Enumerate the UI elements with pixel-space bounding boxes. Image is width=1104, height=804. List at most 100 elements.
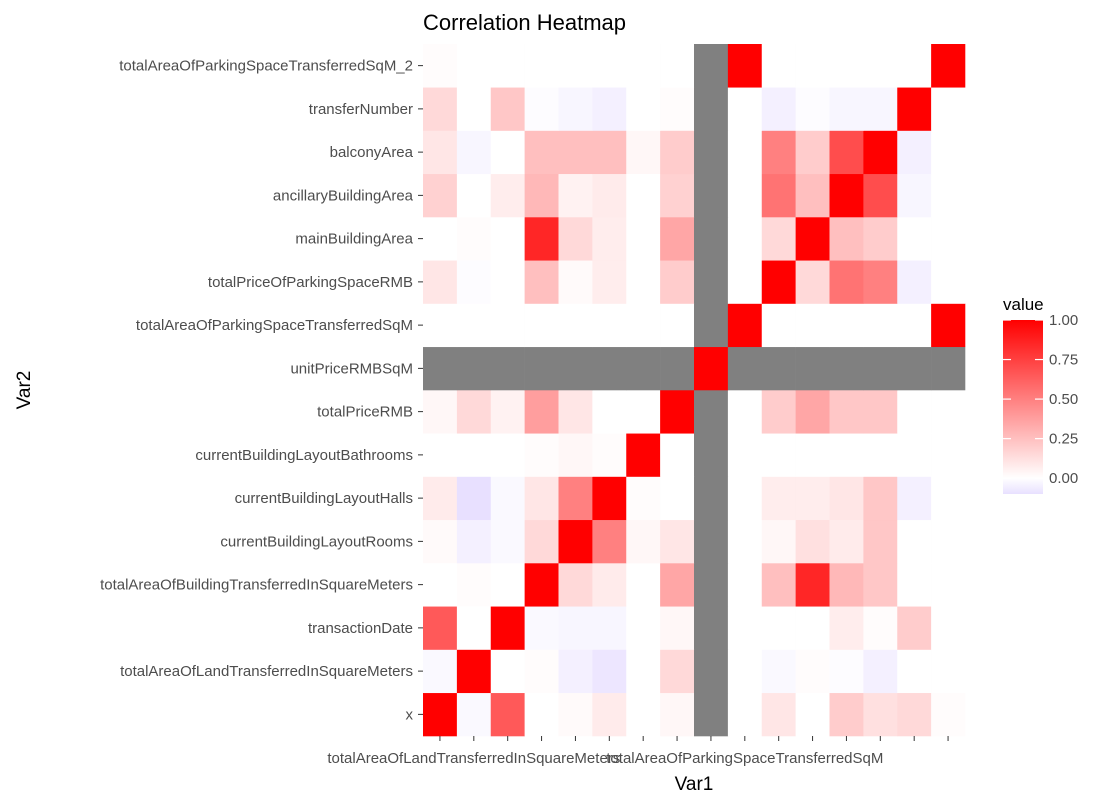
heatmap-cell	[592, 390, 627, 434]
heatmap-cell	[558, 519, 593, 564]
heatmap-cell	[795, 433, 830, 477]
y-tick-label: mainBuildingArea	[295, 231, 413, 248]
heatmap-cell	[660, 692, 695, 737]
heatmap-cell	[626, 130, 661, 175]
heatmap-cell	[456, 87, 492, 131]
heatmap-cell	[829, 692, 864, 737]
heatmap-cell	[626, 476, 661, 521]
y-tick-label: currentBuildingLayoutHalls	[235, 490, 413, 507]
heatmap-cell	[727, 692, 763, 737]
heatmap-cell	[829, 44, 864, 88]
heatmap-cell	[727, 390, 763, 434]
heatmap-cell	[897, 87, 932, 131]
heatmap-cell	[795, 563, 830, 607]
y-tick-label: currentBuildingLayoutRooms	[220, 533, 413, 550]
heatmap-cell	[931, 563, 966, 607]
color-legend: value 1.00 0.75 0.50 0.25 0.00	[1003, 295, 1078, 494]
heatmap-cell	[829, 390, 864, 434]
heatmap-cell	[829, 606, 864, 650]
heatmap-cell	[490, 173, 525, 218]
heatmap-cell	[558, 433, 593, 477]
heatmap-cell	[660, 130, 695, 175]
heatmap-cell	[626, 649, 661, 694]
heatmap-cell	[592, 346, 627, 391]
heatmap-cell	[761, 649, 796, 694]
heatmap-cell	[456, 692, 492, 737]
heatmap-cell	[897, 260, 932, 304]
heatmap-cell	[423, 173, 458, 218]
legend-title: value	[1003, 295, 1044, 314]
heatmap-cell	[456, 563, 492, 607]
y-tick-label: ancillaryBuildingArea	[273, 187, 414, 204]
legend-colorbar	[1003, 320, 1043, 494]
heatmap-cell	[592, 217, 627, 261]
heatmap-cell	[931, 44, 966, 88]
heatmap-cell	[490, 692, 525, 737]
heatmap-cell	[795, 390, 830, 434]
y-axis-ticks: x totalAreaOfLandTransferredInSquareMeter…	[100, 58, 423, 723]
heatmap-cell	[592, 173, 627, 218]
heatmap-cell	[931, 303, 966, 348]
heatmap-cell	[931, 519, 966, 564]
heatmap-cell	[592, 692, 627, 737]
heatmap-cell	[727, 563, 763, 607]
heatmap-cell	[490, 303, 525, 348]
heatmap-cell	[694, 563, 729, 607]
heatmap-cell	[660, 303, 695, 348]
heatmap-cell	[897, 692, 932, 737]
heatmap-cell	[829, 217, 864, 261]
heatmap-cell	[863, 346, 898, 391]
heatmap-cell	[863, 606, 898, 650]
heatmap-cell	[829, 346, 864, 391]
y-axis-title: Var2	[14, 371, 35, 410]
heatmap-cell	[423, 130, 458, 175]
heatmap-cell	[626, 606, 661, 650]
heatmap-cell	[829, 519, 864, 564]
heatmap-cell	[829, 260, 864, 304]
heatmap-cell	[626, 692, 661, 737]
heatmap-cell	[694, 87, 729, 131]
heatmap-cell	[795, 217, 830, 261]
heatmap-cell	[897, 173, 932, 218]
heatmap-cell	[829, 303, 864, 348]
heatmap-cell	[490, 519, 525, 564]
heatmap-cell	[626, 260, 661, 304]
heatmap-cell	[863, 519, 898, 564]
heatmap-cell	[829, 87, 864, 131]
heatmap-cell	[524, 303, 559, 348]
heatmap-cell	[727, 260, 763, 304]
heatmap-cell	[795, 303, 830, 348]
chart-title: Correlation Heatmap	[423, 10, 626, 35]
heatmap-cell	[423, 44, 458, 88]
heatmap-cell	[423, 390, 458, 434]
heatmap-cell	[524, 649, 559, 694]
heatmap-cell	[761, 433, 796, 477]
heatmap-cell	[558, 346, 593, 391]
y-tick-label: unitPriceRMBSqM	[290, 360, 413, 377]
heatmap-cell	[727, 130, 763, 175]
heatmap-cell	[694, 346, 729, 391]
heatmap-cell	[931, 260, 966, 304]
x-tick-label: totalAreaOfParkingSpaceTransferredSqM	[606, 750, 883, 767]
heatmap-cell	[829, 476, 864, 521]
heatmap-cell	[694, 519, 729, 564]
y-tick-label: totalAreaOfParkingSpaceTransferredSqM	[136, 317, 413, 334]
heatmap-cell	[727, 346, 763, 391]
y-tick-label: x	[406, 706, 414, 723]
y-tick-label: totalAreaOfLandTransferredInSquareMeters	[120, 663, 413, 680]
heatmap-cell	[626, 346, 661, 391]
heatmap-cell	[795, 649, 830, 694]
heatmap-cell	[423, 87, 458, 131]
legend-label: 0.50	[1049, 391, 1078, 408]
heatmap-cell	[660, 217, 695, 261]
heatmap-cell	[761, 390, 796, 434]
heatmap-cell	[931, 130, 966, 175]
heatmap-cell	[694, 606, 729, 650]
heatmap-cell	[727, 649, 763, 694]
heatmap-cell	[694, 44, 729, 88]
heatmap-cell	[626, 303, 661, 348]
heatmap-cell	[456, 173, 492, 218]
heatmap-cell	[931, 346, 966, 391]
heatmap-cell	[558, 476, 593, 521]
